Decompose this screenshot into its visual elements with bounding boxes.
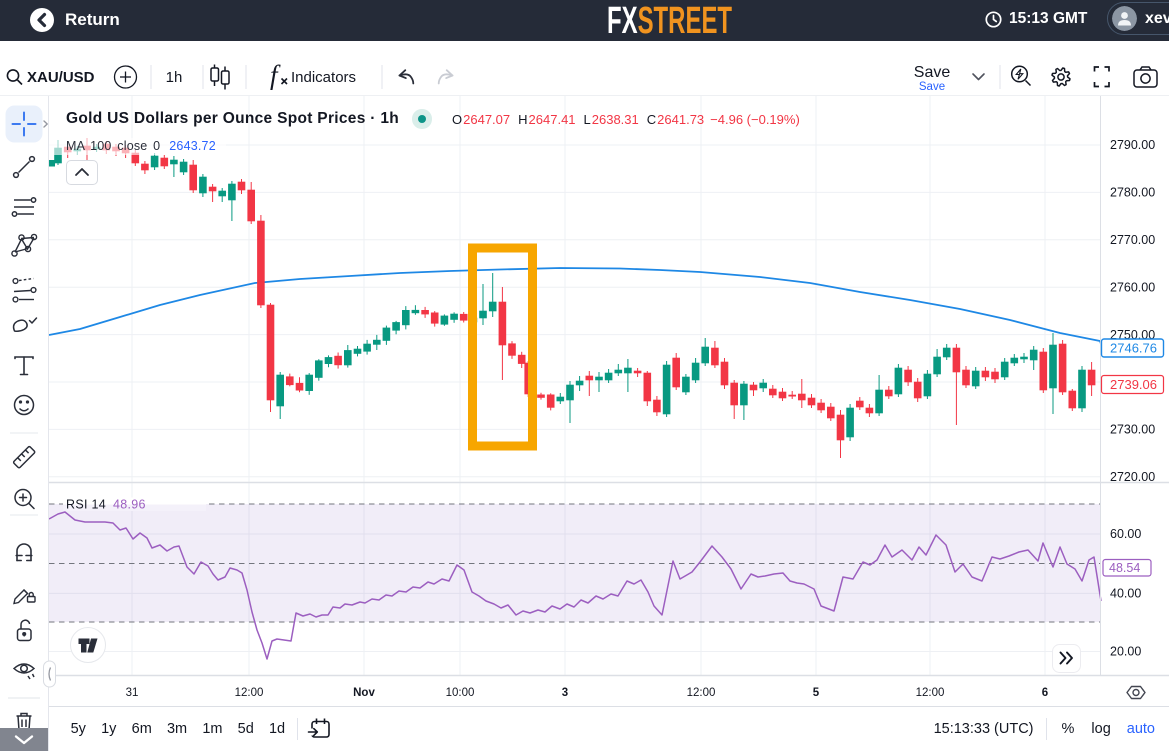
svg-text:f: f (270, 60, 281, 90)
svg-text:1h: 1h (166, 69, 183, 86)
svg-text:Save: Save (914, 64, 951, 81)
svg-text:12:00: 12:00 (687, 687, 716, 699)
svg-text:XAU/USD: XAU/USD (27, 69, 95, 86)
svg-text:3: 3 (562, 687, 568, 699)
svg-text:2739.06: 2739.06 (1110, 377, 1157, 392)
svg-text:2746.76: 2746.76 (1110, 341, 1157, 356)
svg-text:2770.00: 2770.00 (1110, 233, 1155, 247)
svg-text:10:00: 10:00 (446, 687, 475, 699)
svg-text:Save: Save (919, 81, 945, 93)
svg-text:40.00: 40.00 (1110, 587, 1141, 601)
svg-text:20.00: 20.00 (1110, 645, 1141, 659)
svg-text:Nov: Nov (353, 687, 375, 699)
svg-text:12:00: 12:00 (235, 687, 264, 699)
svg-text:6: 6 (1042, 687, 1048, 699)
svg-text:31: 31 (126, 687, 139, 699)
svg-text:48.96: 48.96 (113, 498, 146, 512)
svg-text:RSI 14: RSI 14 (66, 498, 106, 512)
svg-text:2760.00: 2760.00 (1110, 280, 1155, 294)
svg-text:48.54: 48.54 (1109, 561, 1140, 575)
svg-text:12:00: 12:00 (916, 687, 945, 699)
svg-text:5: 5 (813, 687, 820, 699)
svg-text:2790.00: 2790.00 (1110, 138, 1155, 152)
svg-text:60.00: 60.00 (1110, 527, 1141, 541)
svg-text:2730.00: 2730.00 (1110, 423, 1155, 437)
svg-text:Indicators: Indicators (291, 69, 356, 86)
svg-text:2780.00: 2780.00 (1110, 186, 1155, 200)
svg-text:2720.00: 2720.00 (1110, 470, 1155, 484)
